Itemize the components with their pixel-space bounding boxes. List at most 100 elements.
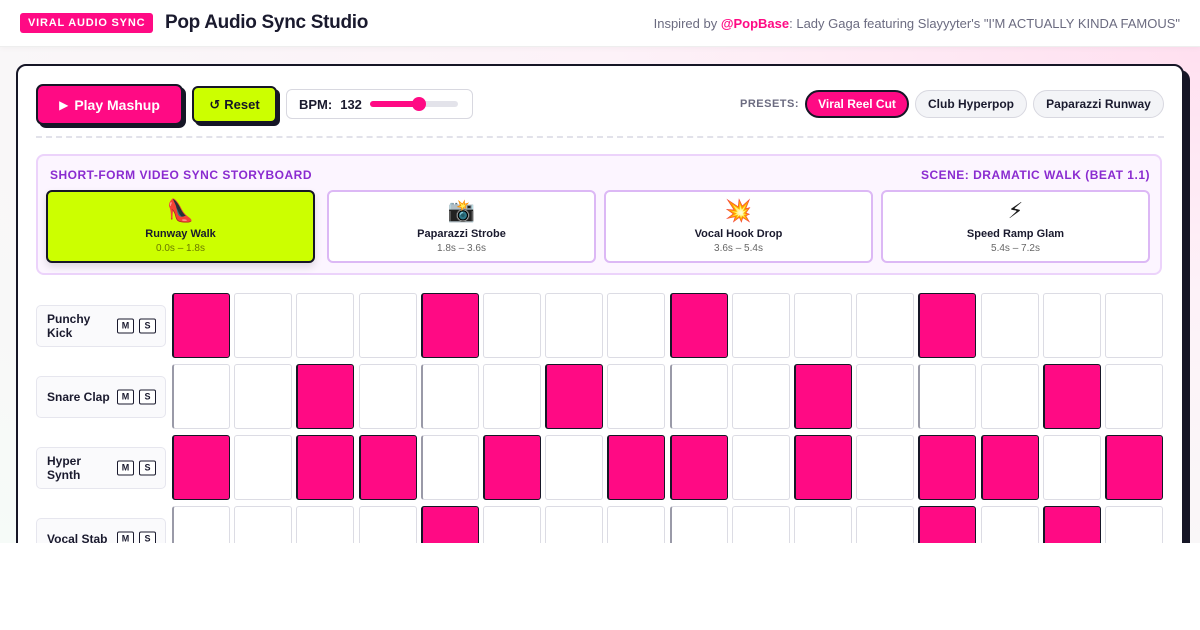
step-cell-off[interactable] xyxy=(234,506,292,543)
scene-icon: ⚡ xyxy=(1007,199,1024,224)
solo-button[interactable]: S xyxy=(139,460,156,476)
play-mashup-button[interactable]: ▶ Play Mashup xyxy=(36,84,183,125)
step-cell-off[interactable] xyxy=(1105,364,1163,429)
app-viewport: VIRAL AUDIO SYNC Pop Audio Sync Studio I… xyxy=(0,0,1200,543)
step-cell-off[interactable] xyxy=(296,506,354,543)
step-cell-on[interactable] xyxy=(918,506,976,543)
step-cell-off[interactable] xyxy=(981,506,1039,543)
step-cell-off[interactable] xyxy=(856,506,914,543)
scene-name: Vocal Hook Drop xyxy=(694,228,783,240)
step-cell-off[interactable] xyxy=(483,506,541,543)
step-cell-on[interactable] xyxy=(172,293,230,358)
preset-button[interactable]: Viral Reel Cut xyxy=(805,90,909,118)
step-cell-off[interactable] xyxy=(483,364,541,429)
step-cell-on[interactable] xyxy=(918,435,976,500)
step-cell-off[interactable] xyxy=(545,293,603,358)
step-cell-on[interactable] xyxy=(670,293,728,358)
step-cell-off[interactable] xyxy=(732,293,790,358)
step-cell-on[interactable] xyxy=(794,364,852,429)
step-cell-off[interactable] xyxy=(981,364,1039,429)
step-cell-off[interactable] xyxy=(732,435,790,500)
step-cell-off[interactable] xyxy=(732,506,790,543)
mute-button[interactable]: M xyxy=(117,318,134,334)
mute-button[interactable]: M xyxy=(117,531,134,543)
step-cell-on[interactable] xyxy=(1043,506,1101,543)
step-cell-off[interactable] xyxy=(296,293,354,358)
step-cell-off[interactable] xyxy=(545,506,603,543)
reset-button[interactable]: ↺ Reset xyxy=(192,86,277,123)
step-cell-on[interactable] xyxy=(918,293,976,358)
step-cell-on[interactable] xyxy=(359,435,417,500)
reset-label: Reset xyxy=(224,97,260,112)
scene-card[interactable]: 📸 Paparazzi Strobe 1.8s – 3.6s xyxy=(327,190,596,263)
scene-icon: 📸 xyxy=(447,199,476,224)
step-cell-off[interactable] xyxy=(794,293,852,358)
step-cell-off[interactable] xyxy=(1105,293,1163,358)
step-cell-on[interactable] xyxy=(545,364,603,429)
step-cell-on[interactable] xyxy=(421,293,479,358)
step-cell-off[interactable] xyxy=(794,506,852,543)
solo-button[interactable]: S xyxy=(139,318,156,334)
step-cell-on[interactable] xyxy=(607,435,665,500)
step-cell-on[interactable] xyxy=(670,435,728,500)
step-cell-off[interactable] xyxy=(1043,293,1101,358)
credit-suffix: : Lady Gaga featuring Slayyyter's "I'M A… xyxy=(789,16,1180,31)
current-scene-status: SCENE: DRAMATIC WALK (BEAT 1.1) xyxy=(920,168,1150,182)
credit-handle[interactable]: @PopBase xyxy=(720,16,790,31)
step-cell-off[interactable] xyxy=(421,364,479,429)
step-cell-off[interactable] xyxy=(732,364,790,429)
credit-line: Inspired by @PopBase: Lady Gaga featurin… xyxy=(654,16,1180,31)
scene-card[interactable]: 👠 Runway Walk 0.0s – 1.8s xyxy=(46,190,315,263)
step-cell-off[interactable] xyxy=(234,364,292,429)
step-cell-off[interactable] xyxy=(359,293,417,358)
step-cell-off[interactable] xyxy=(359,506,417,543)
step-cell-off[interactable] xyxy=(172,506,230,543)
track-name: Punchy Kick xyxy=(47,312,91,340)
step-cell-off[interactable] xyxy=(607,293,665,358)
bpm-slider[interactable] xyxy=(370,97,459,111)
step-cell-off[interactable] xyxy=(483,293,541,358)
bpm-slider-fill xyxy=(370,101,419,107)
step-cell-on[interactable] xyxy=(172,435,230,500)
track-label: Snare Clap M S xyxy=(36,376,166,418)
step-cell-on[interactable] xyxy=(421,506,479,543)
scene-card[interactable]: ⚡ Speed Ramp Glam 5.4s – 7.2s xyxy=(881,190,1150,263)
step-cell-off[interactable] xyxy=(670,364,728,429)
step-cell-off[interactable] xyxy=(172,364,230,429)
preset-button[interactable]: Club Hyperpop xyxy=(915,90,1027,118)
step-cell-on[interactable] xyxy=(483,435,541,500)
step-cell-off[interactable] xyxy=(421,435,479,500)
step-cell-off[interactable] xyxy=(856,293,914,358)
step-cell-off[interactable] xyxy=(607,364,665,429)
scene-time: 5.4s – 7.2s xyxy=(991,243,1040,254)
solo-button[interactable]: S xyxy=(139,531,156,543)
step-cell-off[interactable] xyxy=(234,293,292,358)
step-cell-off[interactable] xyxy=(1043,435,1101,500)
step-cell-on[interactable] xyxy=(296,364,354,429)
step-cell-off[interactable] xyxy=(234,435,292,500)
mute-button[interactable]: M xyxy=(117,460,134,476)
step-cell-on[interactable] xyxy=(1105,435,1163,500)
track-label: Hyper Synth M S xyxy=(36,447,166,489)
step-cell-on[interactable] xyxy=(296,435,354,500)
app-title: Pop Audio Sync Studio xyxy=(165,12,369,33)
step-cell-off[interactable] xyxy=(981,293,1039,358)
step-cell-on[interactable] xyxy=(794,435,852,500)
step-cell-on[interactable] xyxy=(1043,364,1101,429)
step-cell-off[interactable] xyxy=(670,506,728,543)
mute-button[interactable]: M xyxy=(117,389,134,405)
bpm-slider-thumb[interactable] xyxy=(411,97,426,111)
step-cell-off[interactable] xyxy=(918,364,976,429)
track-label: Vocal Stab M S xyxy=(36,518,166,543)
preset-button[interactable]: Paparazzi Runway xyxy=(1033,90,1164,118)
step-cell-off[interactable] xyxy=(856,364,914,429)
solo-button[interactable]: S xyxy=(139,389,156,405)
step-cell-off[interactable] xyxy=(545,435,603,500)
step-cell-off[interactable] xyxy=(607,506,665,543)
step-cell-off[interactable] xyxy=(359,364,417,429)
step-cell-on[interactable] xyxy=(981,435,1039,500)
step-cell-off[interactable] xyxy=(856,435,914,500)
step-cell-off[interactable] xyxy=(1105,506,1163,543)
bpm-control: BPM: 132 xyxy=(286,89,473,119)
scene-card[interactable]: 💥 Vocal Hook Drop 3.6s – 5.4s xyxy=(604,190,873,263)
